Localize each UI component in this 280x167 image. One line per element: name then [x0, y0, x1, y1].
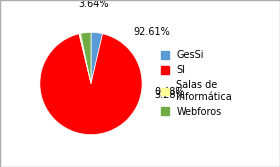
- Text: 0.48%: 0.48%: [155, 88, 185, 98]
- Wedge shape: [40, 34, 142, 135]
- Legend: GesSi, SI, Salas de
Informática, Webforos: GesSi, SI, Salas de Informática, Webforo…: [159, 48, 234, 119]
- Text: 3.64%: 3.64%: [78, 0, 109, 9]
- Wedge shape: [81, 32, 91, 84]
- Wedge shape: [91, 32, 102, 84]
- Text: 92.61%: 92.61%: [133, 27, 170, 37]
- Text: 3.28%: 3.28%: [154, 90, 185, 100]
- Wedge shape: [79, 33, 91, 84]
